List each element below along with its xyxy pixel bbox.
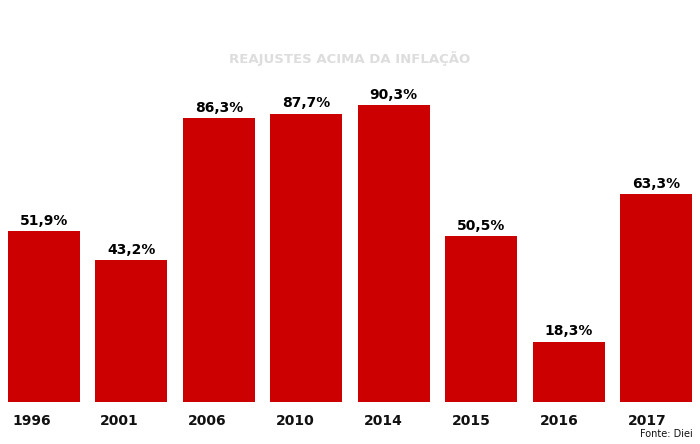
Text: 2015: 2015 <box>452 414 491 428</box>
Text: 87,7%: 87,7% <box>282 96 330 111</box>
Text: 1996: 1996 <box>12 414 51 428</box>
Text: 2017: 2017 <box>628 414 667 428</box>
Text: Fonte: Diei: Fonte: Diei <box>640 429 693 439</box>
Text: 2006: 2006 <box>188 414 227 428</box>
Bar <box>620 194 692 402</box>
Text: 2016: 2016 <box>540 414 579 428</box>
Bar <box>358 105 430 402</box>
Text: 2014: 2014 <box>364 414 403 428</box>
Text: 18,3%: 18,3% <box>545 325 593 338</box>
Text: 2001: 2001 <box>100 414 139 428</box>
Bar <box>533 342 605 402</box>
Bar <box>445 236 517 402</box>
Text: CAMPANHAS SALARIAIS: CAMPANHAS SALARIAIS <box>193 15 508 39</box>
Text: 43,2%: 43,2% <box>107 242 155 257</box>
Text: 63,3%: 63,3% <box>632 177 680 190</box>
Bar <box>270 114 342 402</box>
Text: 2010: 2010 <box>276 414 315 428</box>
Text: 90,3%: 90,3% <box>370 88 418 102</box>
Text: 51,9%: 51,9% <box>20 214 68 228</box>
Text: 86,3%: 86,3% <box>195 101 243 115</box>
Bar <box>183 118 255 402</box>
Bar <box>8 231 80 402</box>
Text: 50,5%: 50,5% <box>457 218 505 233</box>
Bar <box>95 260 167 402</box>
Text: REAJUSTES ACIMA DA INFLAÇÃO: REAJUSTES ACIMA DA INFLAÇÃO <box>230 51 470 66</box>
